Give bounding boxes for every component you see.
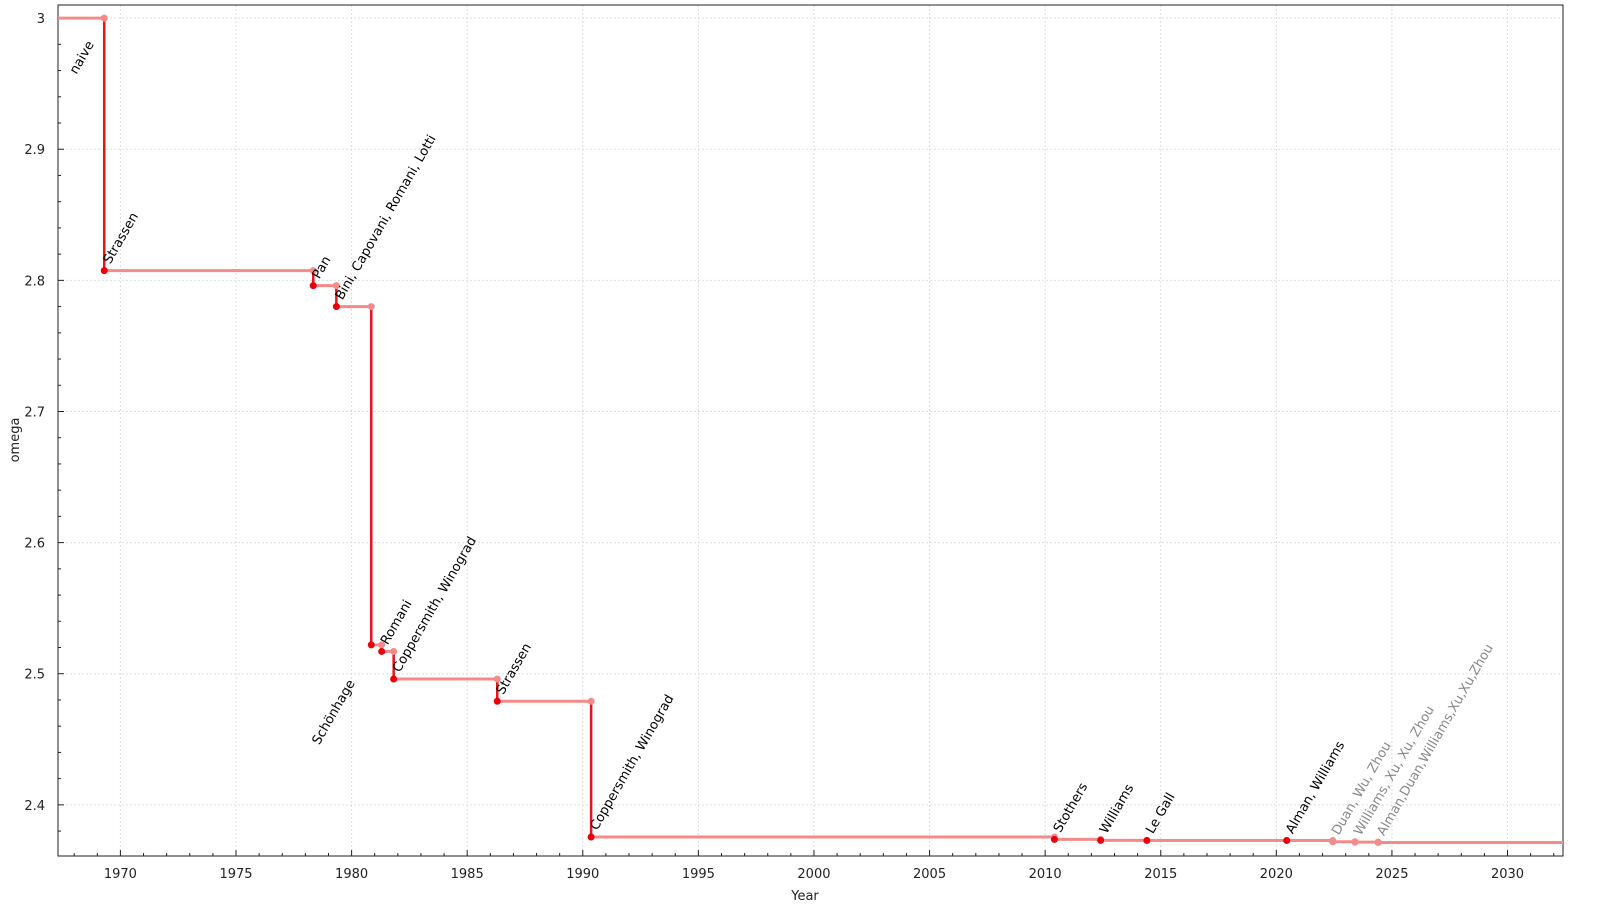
y-tick-label: 2.5 <box>24 668 45 683</box>
x-axis-label: Year <box>790 889 819 904</box>
point-label: Coppersmith, Winograd <box>588 692 678 833</box>
corner-point <box>587 697 595 705</box>
point-label: Strassen <box>101 210 142 266</box>
point-label: naive <box>67 39 98 77</box>
plot-frame <box>57 4 1564 857</box>
data-point <box>1143 836 1151 844</box>
y-axis: 2.4 2.5 2.6 2.7 2.8 2.9 3 <box>24 12 64 832</box>
x-tick-label: 2020 <box>1260 867 1293 882</box>
x-tick-label: 2010 <box>1029 867 1062 882</box>
point-label: Strassen <box>494 641 535 697</box>
corner-point <box>378 641 386 649</box>
x-tick-label: 2030 <box>1491 867 1524 882</box>
data-point <box>1374 838 1382 846</box>
y-tick-label: 2.4 <box>24 799 45 814</box>
data-point <box>1050 835 1058 843</box>
data-point <box>367 641 375 649</box>
data-point <box>309 282 317 290</box>
data-point <box>1283 836 1291 844</box>
y-tick-label: 3 <box>37 12 45 27</box>
corner-point <box>493 675 501 683</box>
corner-point <box>100 14 108 22</box>
data-point <box>332 303 340 311</box>
data-point <box>100 267 108 275</box>
y-tick-label: 2.9 <box>24 143 45 158</box>
x-tick-label: 1985 <box>451 867 484 882</box>
data-point <box>493 697 501 705</box>
point-label: Alman,Duan,Williams,Xu,Xu,Zhou <box>1375 642 1497 839</box>
y-tick-label: 2.8 <box>24 274 45 289</box>
corner-point <box>332 282 340 290</box>
x-tick-label: 1975 <box>219 867 252 882</box>
point-label: Williams <box>1097 782 1137 837</box>
y-axis-label: omega <box>8 418 23 463</box>
x-tick-label: 2005 <box>913 867 946 882</box>
x-tick-label: 2025 <box>1375 867 1408 882</box>
x-tick-label: 2015 <box>1144 867 1177 882</box>
point-label: Stothers <box>1051 780 1091 835</box>
x-axis: 1970 1975 1980 1985 1990 1995 2000 2005 2010 2015… <box>73 850 1555 882</box>
data-point <box>1097 836 1105 844</box>
y-tick-label: 2.7 <box>24 405 45 420</box>
y-tick-label: 2.6 <box>24 537 45 552</box>
corner-point <box>309 267 317 275</box>
data-point <box>1351 838 1359 846</box>
point-label: Schönhage <box>310 677 359 747</box>
corner-point <box>367 303 375 311</box>
series <box>58 14 1563 846</box>
data-point <box>378 647 386 655</box>
x-tick-label: 1995 <box>682 867 715 882</box>
x-tick-label: 1980 <box>335 867 368 882</box>
data-point <box>587 833 595 841</box>
grid <box>58 5 1563 856</box>
x-tick-label: 1970 <box>104 867 137 882</box>
point-label: Bini, Capovani, Romani, Lotti <box>333 133 440 303</box>
x-tick-label: 2000 <box>797 867 830 882</box>
data-point <box>390 675 398 683</box>
data-point <box>1329 838 1337 846</box>
x-tick-label: 1990 <box>566 867 599 882</box>
corner-point <box>390 647 398 655</box>
